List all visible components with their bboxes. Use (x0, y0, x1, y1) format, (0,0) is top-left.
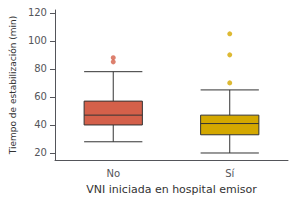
svg-text:Tiempo de estabilización (min): Tiempo de estabilización (min) (8, 16, 18, 155)
svg-text:VNI iniciada en hospital emiso: VNI iniciada en hospital emisor (86, 183, 257, 196)
svg-text:40: 40 (34, 119, 47, 130)
svg-text:20: 20 (34, 147, 47, 158)
svg-text:120: 120 (28, 7, 47, 18)
svg-text:100: 100 (28, 35, 47, 46)
svg-text:No: No (106, 168, 120, 179)
svg-text:80: 80 (34, 63, 47, 74)
svg-text:60: 60 (34, 91, 47, 102)
svg-text:Sí: Sí (225, 168, 235, 179)
